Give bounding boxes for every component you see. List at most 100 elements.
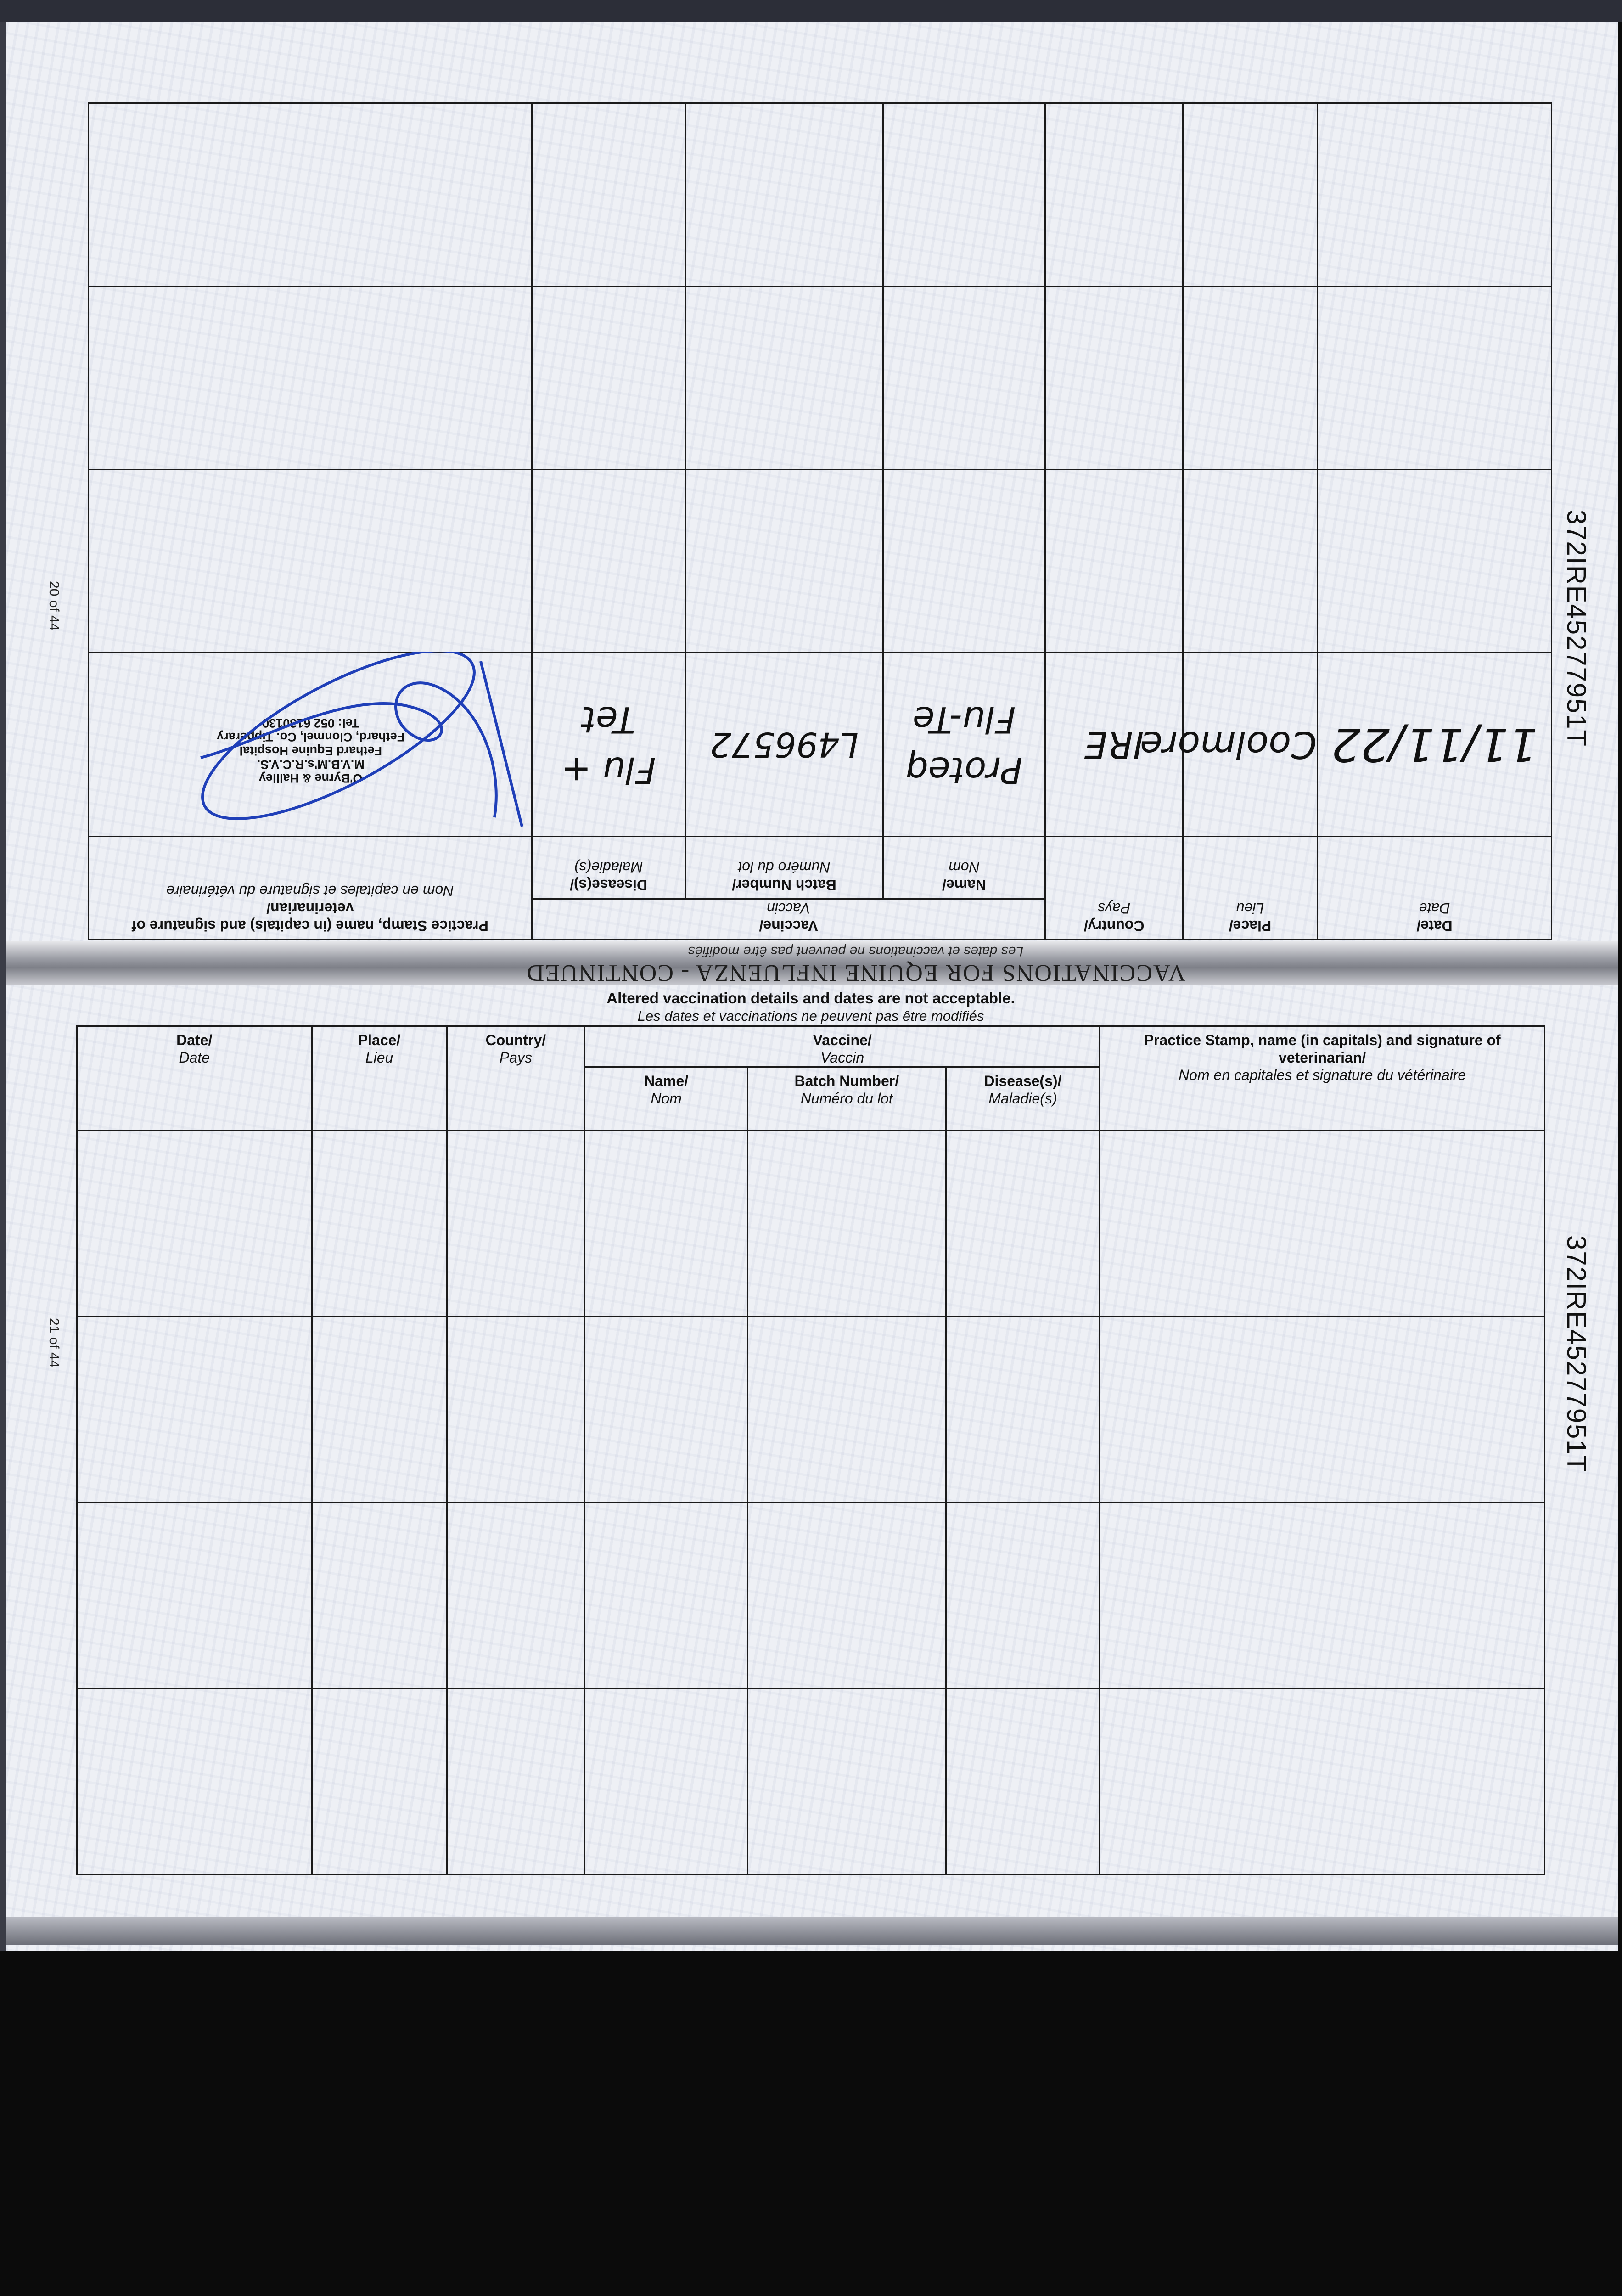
cell-disease[interactable] bbox=[945, 1502, 1101, 1689]
cell-batch[interactable] bbox=[747, 1502, 947, 1689]
header-vaccine: Vaccine/Vaccin bbox=[584, 1025, 1101, 1068]
header-country: Country/Pays bbox=[1045, 836, 1183, 940]
header-date: Date/Date bbox=[76, 1025, 313, 1131]
cell-date[interactable] bbox=[76, 1316, 313, 1503]
header-stamp-en: Practice Stamp, name (in capitals) and s… bbox=[131, 900, 488, 934]
header-vaccine-fr: Vaccin bbox=[767, 900, 810, 917]
header-stamp-fr: Nom en capitales et signature du vétérin… bbox=[166, 883, 454, 899]
cell-place[interactable] bbox=[311, 1502, 448, 1689]
cell-batch[interactable]: L496572 bbox=[685, 653, 883, 837]
cell-date[interactable] bbox=[1317, 286, 1552, 470]
header-disease-fr: Maladie(s) bbox=[574, 859, 643, 876]
cell-date[interactable] bbox=[76, 1688, 313, 1875]
header-disease-en: Disease(s)/ bbox=[570, 877, 648, 893]
cell-date[interactable] bbox=[76, 1130, 313, 1317]
cell-disease[interactable] bbox=[532, 286, 685, 470]
cell-country[interactable] bbox=[1045, 103, 1183, 287]
header-place-en: Place/ bbox=[1229, 917, 1272, 934]
cell-place[interactable]: Coolmore bbox=[1140, 653, 1318, 837]
horse-id-upper: 372IRE45277951T bbox=[1561, 510, 1591, 747]
cell-country[interactable] bbox=[446, 1688, 586, 1875]
cell-practice-stamp[interactable] bbox=[1099, 1688, 1545, 1875]
cell-country[interactable] bbox=[446, 1316, 586, 1503]
cell-batch[interactable] bbox=[747, 1130, 947, 1317]
cell-batch[interactable] bbox=[747, 1316, 947, 1503]
cell-country[interactable] bbox=[446, 1130, 586, 1317]
cell-vaccine-name[interactable] bbox=[584, 1688, 748, 1875]
cell-practice-stamp[interactable] bbox=[1099, 1502, 1545, 1689]
header-batch-fr: Numéro du lot bbox=[800, 1090, 893, 1107]
header-place: Place/Lieu bbox=[311, 1025, 448, 1131]
cell-practice-stamp[interactable] bbox=[1099, 1130, 1545, 1317]
cell-place[interactable] bbox=[311, 1688, 448, 1875]
header-place-fr: Lieu bbox=[365, 1049, 393, 1066]
cell-vaccine-name[interactable]: Proteq Flu-Te bbox=[883, 653, 1045, 837]
cell-date[interactable] bbox=[76, 1502, 313, 1689]
cell-vaccine-name[interactable] bbox=[584, 1502, 748, 1689]
header-disease: Disease(s)/Maladie(s) bbox=[945, 1066, 1101, 1131]
header-date-en: Date/ bbox=[176, 1032, 213, 1048]
header-name-fr: Nom bbox=[949, 859, 980, 876]
cell-disease[interactable] bbox=[945, 1316, 1101, 1503]
header-practice-stamp: Practice Stamp, name (in capitals) and s… bbox=[88, 836, 532, 940]
cell-practice-stamp[interactable] bbox=[88, 469, 532, 653]
vaccination-table-upper: Date/Date Place/Lieu Country/Pays Vaccin… bbox=[88, 102, 1552, 940]
cell-batch[interactable] bbox=[747, 1688, 947, 1875]
table-row bbox=[76, 1688, 1545, 1875]
cell-practice-stamp[interactable] bbox=[1099, 1316, 1545, 1503]
cell-vaccine-name[interactable] bbox=[584, 1130, 748, 1317]
header-name-en: Name/ bbox=[942, 877, 986, 893]
cell-disease[interactable] bbox=[532, 469, 685, 653]
header-country-fr: Pays bbox=[499, 1049, 532, 1066]
header-date-fr: Date bbox=[1419, 900, 1450, 917]
cell-practice-stamp[interactable]: O'Byrne & Hallley M.V.B.M's.R.C.V.S. Fetha… bbox=[88, 652, 532, 837]
cell-practice-stamp[interactable] bbox=[88, 103, 532, 287]
header-country-en: Country/ bbox=[485, 1032, 546, 1048]
cell-disease[interactable] bbox=[945, 1130, 1101, 1317]
cell-country[interactable] bbox=[1045, 469, 1183, 653]
table-row bbox=[76, 1316, 1545, 1503]
header-date: Date/Date bbox=[1317, 836, 1552, 940]
cell-batch[interactable] bbox=[685, 103, 883, 287]
cell-disease[interactable] bbox=[532, 103, 685, 287]
table-row: 11/11/22 Coolmore IRE Proteq Flu-Te L496… bbox=[88, 652, 1552, 837]
section-title: VACCINATIONS FOR EQUINE INFLUENZA - CONT… bbox=[526, 960, 1186, 985]
cell-date[interactable] bbox=[1317, 103, 1552, 287]
table-row bbox=[88, 469, 1552, 653]
signature-icon bbox=[200, 652, 523, 827]
cell-practice-stamp[interactable] bbox=[88, 286, 532, 470]
cell-country[interactable] bbox=[446, 1502, 586, 1689]
header-place: Place/Lieu bbox=[1183, 836, 1318, 940]
header-practice-stamp: Practice Stamp, name (in capitals) and s… bbox=[1099, 1025, 1545, 1131]
cell-date[interactable] bbox=[1317, 469, 1552, 653]
table-row bbox=[76, 1130, 1545, 1317]
header-vaccine-en: Vaccine/ bbox=[813, 1032, 872, 1048]
header-stamp-fr: Nom en capitales et signature du vétérin… bbox=[1179, 1067, 1466, 1083]
cell-disease[interactable]: Flu + Tet bbox=[532, 653, 685, 837]
cell-place[interactable] bbox=[311, 1130, 448, 1317]
header-place-en: Place/ bbox=[358, 1032, 401, 1048]
header-disease-en: Disease(s)/ bbox=[984, 1073, 1062, 1089]
cell-batch[interactable] bbox=[685, 469, 883, 653]
cell-place[interactable] bbox=[1183, 103, 1318, 287]
cell-vaccine-name[interactable] bbox=[883, 469, 1045, 653]
header-place-fr: Lieu bbox=[1236, 900, 1264, 917]
scanner-edge bbox=[0, 22, 6, 1951]
cell-vaccine-name[interactable] bbox=[883, 103, 1045, 287]
cell-batch[interactable] bbox=[685, 286, 883, 470]
cell-country[interactable] bbox=[1045, 286, 1183, 470]
cell-vaccine-name[interactable] bbox=[584, 1316, 748, 1503]
cell-place[interactable] bbox=[1183, 469, 1318, 653]
header-batch: Batch Number/Numéro du lot bbox=[685, 836, 883, 899]
header-country: Country/Pays bbox=[446, 1025, 586, 1131]
cell-place[interactable] bbox=[311, 1316, 448, 1503]
header-name-fr: Nom bbox=[651, 1090, 682, 1107]
page-edge bbox=[6, 1917, 1618, 1945]
table-row bbox=[88, 103, 1552, 287]
cell-place[interactable] bbox=[1183, 286, 1318, 470]
cell-date[interactable]: 11/11/22 bbox=[1317, 653, 1552, 837]
cell-vaccine-name[interactable] bbox=[883, 286, 1045, 470]
header-country-en: Country/ bbox=[1083, 917, 1145, 934]
header-date-en: Date/ bbox=[1416, 917, 1453, 934]
cell-disease[interactable] bbox=[945, 1688, 1101, 1875]
